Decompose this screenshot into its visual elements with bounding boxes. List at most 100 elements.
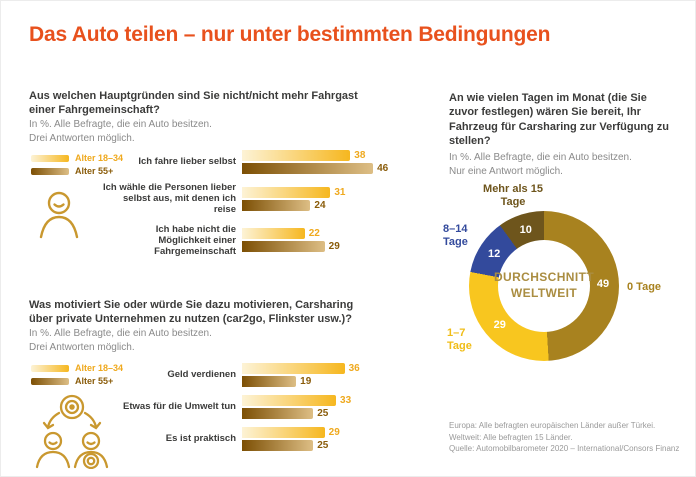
bar-value-old: 24 bbox=[314, 199, 326, 211]
legend-label-old: Alter 55+ bbox=[75, 166, 114, 176]
donut-center: DURCHSCHNITT WELTWEIT bbox=[494, 240, 594, 332]
bar-line-old: 29 bbox=[242, 241, 340, 253]
bar-young bbox=[242, 186, 331, 198]
bar-value-young: 38 bbox=[354, 150, 366, 161]
bar-row: Ich habe nicht die Möglichkeit einer Fah… bbox=[101, 224, 388, 258]
donut-center-line1: DURCHSCHNITT bbox=[493, 270, 595, 285]
legend-item-old: Alter 55+ bbox=[31, 166, 123, 176]
bar-value-young: 29 bbox=[328, 427, 340, 438]
bar-line-young: 22 bbox=[242, 228, 340, 240]
bar-pair: 38 46 bbox=[242, 150, 388, 174]
question-2-note-line2: Drei Antworten möglich. bbox=[29, 341, 135, 353]
bar-line-old: 25 bbox=[242, 408, 351, 419]
bar-pair: 36 19 bbox=[242, 363, 360, 387]
bar-line-old: 19 bbox=[242, 376, 360, 387]
bar-line-old: 46 bbox=[242, 163, 388, 174]
legend-label-young: Alter 18–34 bbox=[75, 363, 124, 373]
bar-pair: 31 24 bbox=[242, 186, 346, 211]
question-1-note: In %. Alle Befragte, die ein Auto besitz… bbox=[29, 118, 359, 145]
bar-young bbox=[242, 427, 325, 438]
bar-line-young: 36 bbox=[242, 363, 360, 374]
bar-category-label: Es ist praktisch bbox=[165, 433, 236, 445]
bar-value-young: 33 bbox=[340, 395, 352, 406]
bar-value-old: 25 bbox=[317, 440, 329, 451]
bar-value-old: 29 bbox=[328, 241, 340, 253]
carsharing-people-icon bbox=[29, 393, 115, 469]
legend-item-young: Alter 18–34 bbox=[31, 363, 123, 373]
source-note-line3: Quelle: Automobilbarometer 2020 – Intern… bbox=[449, 444, 680, 454]
bar-row: Es ist praktisch 29 25 bbox=[101, 427, 360, 451]
question-3-note-line1: In %. Alle Befragte, die ein Auto besitz… bbox=[449, 152, 632, 163]
bar-young bbox=[242, 150, 351, 161]
question-2-note: In %. Alle Befragte, die ein Auto besitz… bbox=[29, 327, 359, 354]
question-3-note-line2: Nur eine Antwort möglich. bbox=[449, 165, 563, 177]
legend-item-young: Alter 18–34 bbox=[31, 153, 123, 163]
legend-swatch-old bbox=[31, 377, 69, 385]
donut-segment-label-0-tage: 0 Tage bbox=[627, 281, 662, 293]
question-1-note-line2: Drei Antworten möglich. bbox=[29, 132, 135, 144]
donut-chart-days: DURCHSCHNITT WELTWEIT 49 29 12 10 Mehr als … bbox=[443, 183, 661, 361]
bar-old bbox=[242, 199, 311, 211]
bar-category-label: Ich fahre lieber selbst bbox=[138, 156, 236, 168]
bar-value-old: 19 bbox=[300, 376, 312, 387]
bar-value-old: 25 bbox=[317, 408, 329, 419]
source-note-line1: Europa: Alle befragten europäischen Länd… bbox=[449, 421, 656, 430]
donut-center-line2: WELTWEIT bbox=[510, 286, 578, 300]
donut-value-label: 29 bbox=[493, 319, 506, 332]
bar-line-young: 29 bbox=[242, 427, 340, 438]
bar-category-label: Ich habe nicht die Möglichkeit einer Fah… bbox=[154, 223, 236, 258]
bar-old bbox=[242, 376, 297, 387]
donut-segment-label-1-7-tage: 1–7 Tage bbox=[447, 327, 472, 353]
question-3-title: An wie vielen Tagen im Monat (die Sie zu… bbox=[449, 92, 670, 147]
bar-value-young: 22 bbox=[308, 228, 320, 240]
bar-line-young: 31 bbox=[242, 186, 346, 198]
question-3-note: In %. Alle Befragte, die ein Auto besitz… bbox=[449, 151, 677, 178]
bar-category-label: Ich wähle die Personen lieber selbst aus… bbox=[102, 182, 236, 216]
bar-line-old: 25 bbox=[242, 440, 340, 451]
bar-line-young: 38 bbox=[242, 150, 388, 161]
bar-young bbox=[242, 395, 337, 406]
legend-item-old: Alter 55+ bbox=[31, 376, 123, 386]
bar-value-young: 31 bbox=[334, 186, 346, 198]
donut-value-label: 49 bbox=[596, 278, 610, 291]
donut-value-label: 10 bbox=[519, 223, 532, 236]
source-note: Europa: Alle befragten europäischen Länd… bbox=[449, 420, 689, 455]
bar-pair: 33 25 bbox=[242, 395, 351, 419]
legend-swatch-young bbox=[31, 364, 69, 372]
question-2-title: Was motiviert Sie oder würde Sie dazu mo… bbox=[29, 299, 354, 326]
bar-old bbox=[242, 241, 325, 253]
question-2-note-line1: In %. Alle Befragte, die ein Auto besitz… bbox=[29, 328, 212, 339]
legend-swatch-old bbox=[31, 167, 69, 175]
bar-category-label: Geld verdienen bbox=[167, 369, 236, 381]
donut-segment-label-mehr-als-15-tage: Mehr als 15 Tage bbox=[483, 183, 543, 209]
source-note-line2: Weltweit: Alle befragten 15 Länder. bbox=[449, 432, 573, 442]
bar-line-old: 24 bbox=[242, 199, 345, 211]
legend-swatch-young bbox=[31, 154, 69, 162]
bar-value-young: 36 bbox=[348, 363, 360, 374]
bar-chart-motivation: Geld verdienen 36 19 Etwas für die Umwel… bbox=[101, 363, 360, 459]
donut-value-label: 12 bbox=[488, 248, 501, 261]
legend-label-old: Alter 55+ bbox=[75, 376, 114, 386]
bar-young bbox=[242, 363, 345, 374]
legend-chart-2: Alter 18–34 Alter 55+ bbox=[31, 363, 123, 389]
question-1-title: Aus welchen Hauptgründen sind Sie nicht/… bbox=[29, 90, 358, 117]
question-1-note-line1: In %. Alle Befragte, die ein Auto besitz… bbox=[29, 119, 212, 130]
donut-segment-label-8-14-tage: 8–14 Tage bbox=[443, 223, 468, 249]
bar-young bbox=[242, 228, 305, 240]
bar-old bbox=[242, 163, 374, 174]
bar-row: Ich wähle die Personen lieber selbst aus… bbox=[101, 182, 388, 216]
bar-pair: 29 25 bbox=[242, 427, 340, 451]
bar-old bbox=[242, 408, 314, 419]
bar-old bbox=[242, 440, 314, 451]
bar-row: Ich fahre lieber selbst 38 46 bbox=[101, 150, 388, 174]
bar-chart-reasons: Ich fahre lieber selbst 38 46 Ich wähle … bbox=[101, 150, 388, 265]
legend-label-young: Alter 18–34 bbox=[75, 153, 124, 163]
bar-value-old: 46 bbox=[377, 163, 389, 174]
bar-pair: 22 29 bbox=[242, 228, 340, 253]
bar-row: Etwas für die Umwelt tun 33 25 bbox=[101, 395, 360, 419]
bar-line-young: 33 bbox=[242, 395, 351, 406]
page-title: Das Auto teilen – nur unter bestimmten B… bbox=[29, 23, 551, 46]
bar-row: Geld verdienen 36 19 bbox=[101, 363, 360, 387]
legend-chart-1: Alter 18–34 Alter 55+ bbox=[31, 153, 123, 179]
